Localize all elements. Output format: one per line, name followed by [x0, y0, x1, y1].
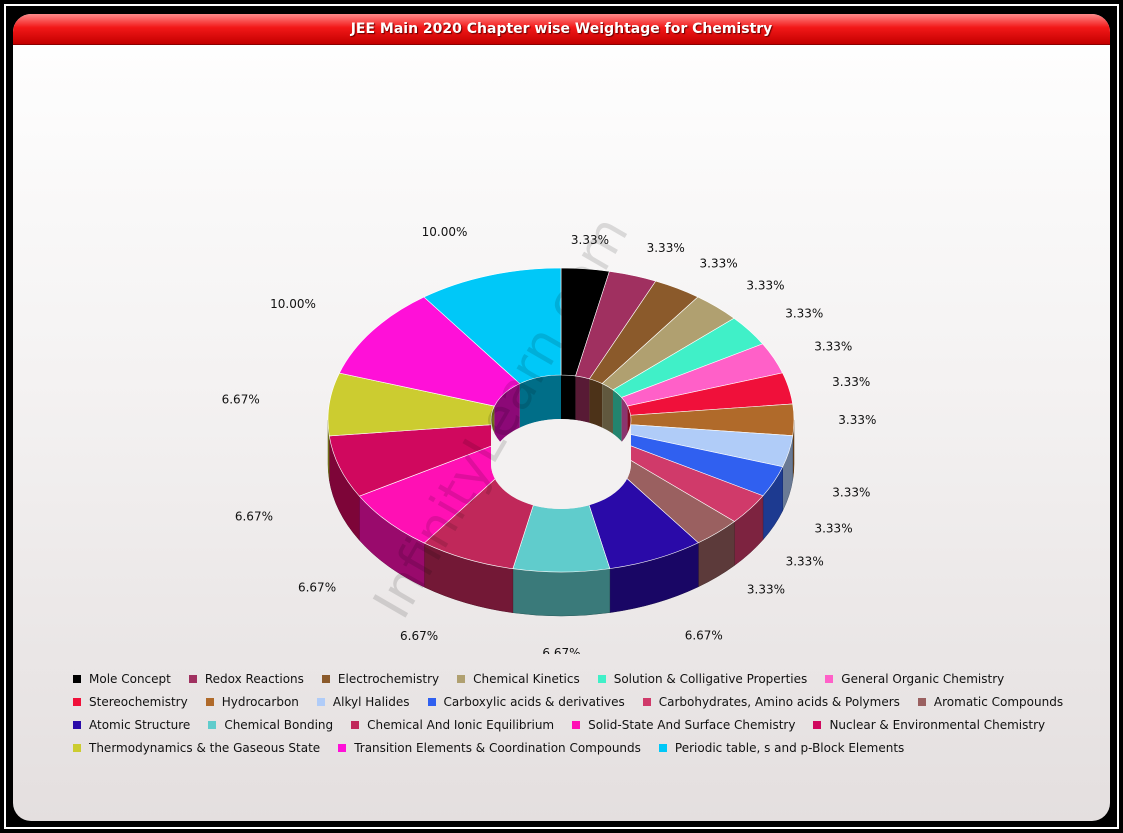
- donut-slices: [327, 267, 795, 573]
- slice-label-chemical-kinetics: 3.33%: [746, 279, 784, 293]
- slice-label-alkyl-halides: 3.33%: [832, 486, 870, 500]
- legend-item-carbohydrates-amino-acids-polymers: Carbohydrates, Amino acids & Polymers: [642, 693, 900, 711]
- legend-swatch: [457, 675, 466, 683]
- legend-item-electrochemistry: Electrochemistry: [321, 670, 440, 688]
- legend-label: Electrochemistry: [337, 672, 440, 686]
- legend-item-atomic-structure: Atomic Structure: [73, 716, 190, 734]
- legend-item-chemical-and-ionic-equilibrium: Chemical And Ionic Equilibrium: [351, 716, 554, 734]
- legend-item-periodic-table-s-and-p-block-elements: Periodic table, s and p-Block Elements: [658, 739, 905, 757]
- legend-label: Chemical Bonding: [224, 718, 334, 732]
- legend-item-hydrocarbon: Hydrocarbon: [205, 693, 299, 711]
- slice-side-chemical-bonding: [512, 568, 611, 617]
- legend-item-transition-elements-coordination-compounds: Transition Elements & Coordination Compo…: [338, 739, 641, 757]
- slice-label-mole-concept: 3.33%: [571, 233, 609, 247]
- legend-swatch: [321, 675, 330, 683]
- slice-inner-redox-reactions: [575, 375, 590, 423]
- chart-title-bar: JEE Main 2020 Chapter wise Weightage for…: [13, 14, 1110, 45]
- legend-swatch: [642, 698, 651, 706]
- slice-label-electrochemistry: 3.33%: [700, 256, 738, 270]
- legend-swatch: [813, 721, 822, 729]
- legend-label: Solid-State And Surface Chemistry: [588, 718, 796, 732]
- legend-swatch: [825, 675, 834, 683]
- chart-panel: JEE Main 2020 Chapter wise Weightage for…: [13, 14, 1110, 821]
- slice-label-hydrocarbon: 3.33%: [838, 413, 876, 427]
- slice-inner-chemical-kinetics: [602, 383, 613, 434]
- legend-item-redox-reactions: Redox Reactions: [188, 670, 304, 688]
- legend-swatch: [917, 698, 926, 706]
- legend-item-stereochemistry: Stereochemistry: [73, 693, 188, 711]
- slice-label-solid-state-and-surface-chemistry: 6.67%: [298, 581, 336, 595]
- slice-label-redox-reactions: 3.33%: [647, 241, 685, 255]
- slice-label-nuclear-environmental-chemistry: 6.67%: [235, 509, 273, 523]
- legend-item-chemical-bonding: Chemical Bonding: [208, 716, 333, 734]
- legend-label: Hydrocarbon: [221, 695, 299, 709]
- legend-label: Mole Concept: [89, 672, 171, 686]
- chart-title: JEE Main 2020 Chapter wise Weightage for…: [350, 21, 773, 37]
- legend-item-nuclear-environmental-chemistry: Nuclear & Environmental Chemistry: [813, 716, 1045, 734]
- legend-swatch: [188, 675, 197, 683]
- slice-inner-electrochemistry: [589, 378, 603, 428]
- slice-label-aromatic-compounds: 3.33%: [747, 582, 785, 596]
- legend-swatch: [205, 698, 214, 706]
- legend-label: Nuclear & Environmental Chemistry: [829, 718, 1046, 732]
- legend-item-solution-colligative-properties: Solution & Colligative Properties: [597, 670, 808, 688]
- legend-swatch: [73, 721, 81, 729]
- legend-swatch: [73, 744, 81, 752]
- slice-label-solution-colligative-properties: 3.33%: [785, 307, 823, 321]
- legend-label: Solution & Colligative Properties: [613, 672, 808, 686]
- legend-swatch: [316, 698, 325, 706]
- legend-label: General Organic Chemistry: [841, 672, 1005, 686]
- slice-inner-periodic-table-s-and-p-block-elements: [519, 375, 561, 428]
- legend-label: Carboxylic acids & derivatives: [443, 695, 625, 709]
- slice-transition-elements-coordination-compounds: [338, 296, 521, 407]
- legend-label: Aromatic Compounds: [933, 695, 1064, 709]
- legend-label: Chemical Kinetics: [473, 672, 580, 686]
- legend-swatch: [208, 721, 217, 729]
- legend-swatch: [338, 744, 347, 752]
- legend-label: Chemical And Ionic Equilibrium: [367, 718, 555, 732]
- legend-item-alkyl-halides: Alkyl Halides: [316, 693, 410, 711]
- slice-inner-transition-elements-coordination-compounds: [494, 383, 520, 451]
- slice-label-chemical-and-ionic-equilibrium: 6.67%: [400, 629, 438, 643]
- donut-chart: InfinityLearn.com3.33%3.33%3.33%3.33%3.3…: [222, 207, 877, 654]
- legend-swatch: [73, 675, 81, 683]
- legend-label: Alkyl Halides: [332, 695, 410, 709]
- legend-item-carboxylic-acids-derivatives: Carboxylic acids & derivatives: [427, 693, 625, 711]
- legend-item-thermodynamics-the-gaseous-state: Thermodynamics & the Gaseous State: [73, 739, 320, 757]
- legend-label: Atomic Structure: [89, 718, 191, 732]
- legend-label: Transition Elements & Coordination Compo…: [354, 741, 641, 755]
- legend-label: Periodic table, s and p-Block Elements: [674, 741, 905, 755]
- legend-swatch: [427, 698, 436, 706]
- legend-swatch: [73, 698, 81, 706]
- donut-hole-front: [491, 420, 631, 509]
- slice-label-thermodynamics-the-gaseous-state: 6.67%: [222, 392, 260, 406]
- legend-label: Redox Reactions: [204, 672, 304, 686]
- slice-label-carboxylic-acids-derivatives: 3.33%: [814, 522, 852, 536]
- legend-swatch: [597, 675, 606, 683]
- slice-label-transition-elements-coordination-compounds: 10.00%: [270, 297, 316, 311]
- legend-swatch: [658, 744, 667, 752]
- legend-label: Thermodynamics & the Gaseous State: [89, 741, 321, 755]
- slice-label-periodic-table-s-and-p-block-elements: 10.00%: [422, 225, 468, 239]
- legend-item-mole-concept: Mole Concept: [73, 670, 171, 688]
- slice-inner-solution-colligative-properties: [612, 389, 622, 442]
- legend-item-chemical-kinetics: Chemical Kinetics: [457, 670, 580, 688]
- legend-item-aromatic-compounds: Aromatic Compounds: [917, 693, 1064, 711]
- legend-label: Stereochemistry: [89, 695, 188, 709]
- slice-labels: 3.33%3.33%3.33%3.33%3.33%3.33%3.33%3.33%…: [222, 225, 877, 654]
- slice-label-chemical-bonding: 6.67%: [542, 646, 580, 654]
- donut-inner-walls: [491, 375, 631, 464]
- legend-item-solid-state-and-surface-chemistry: Solid-State And Surface Chemistry: [572, 716, 795, 734]
- chart-legend: Mole Concept Redox Reactions Electrochemis…: [73, 670, 1110, 757]
- slice-label-general-organic-chemistry: 3.33%: [814, 339, 852, 353]
- slice-label-atomic-structure: 6.67%: [685, 629, 723, 643]
- slice-label-carbohydrates-amino-acids-polymers: 3.33%: [786, 554, 824, 568]
- legend-swatch: [572, 721, 581, 729]
- legend-label: Carbohydrates, Amino acids & Polymers: [658, 695, 900, 709]
- legend-swatch: [351, 721, 360, 729]
- slice-periodic-table-s-and-p-block-elements: [423, 267, 562, 384]
- slice-inner-mole-concept: [561, 375, 576, 420]
- slice-label-stereochemistry: 3.33%: [832, 375, 870, 389]
- legend-item-general-organic-chemistry: General Organic Chemistry: [825, 670, 1004, 688]
